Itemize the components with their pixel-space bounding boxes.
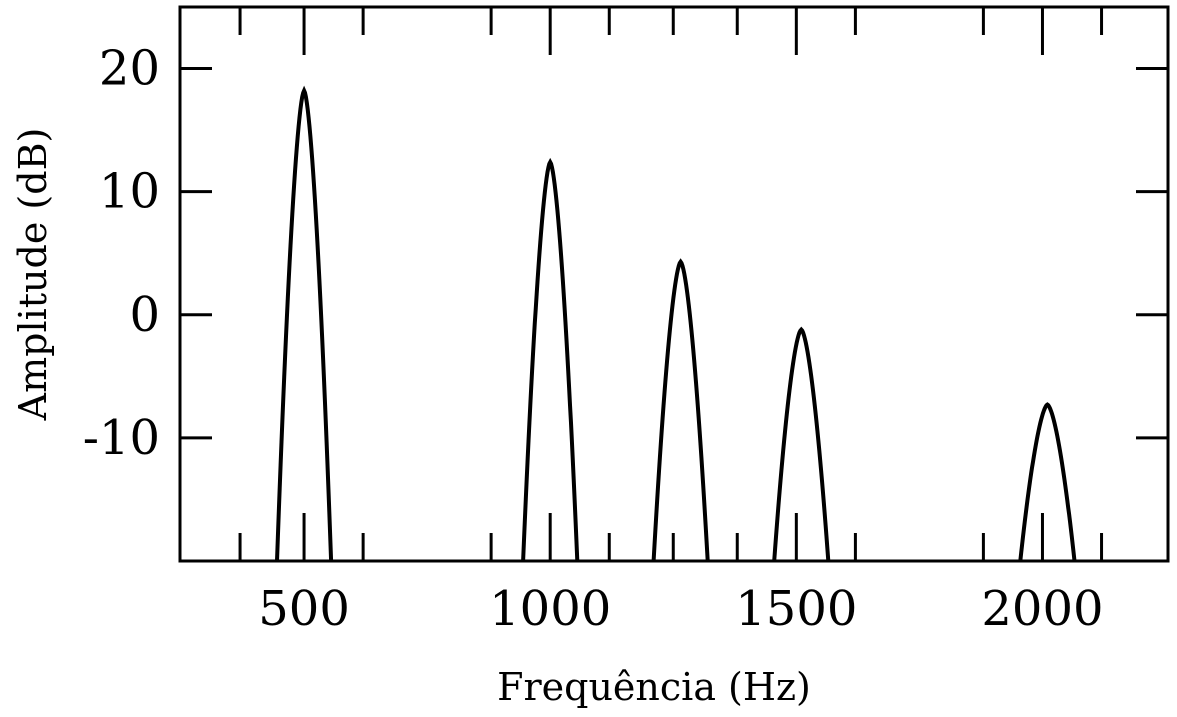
y-tick-label: -10 bbox=[83, 410, 160, 466]
x-axis-title: Frequência (Hz) bbox=[497, 665, 811, 709]
labels-layer: 500 1000 1500 2000 20 10 0 -10 bbox=[83, 41, 1104, 637]
peak-curve bbox=[1018, 402, 1077, 562]
y-tick-label: 10 bbox=[99, 164, 160, 220]
peak-curve bbox=[772, 326, 831, 562]
y-axis-title: Amplitude (dB) bbox=[11, 128, 55, 422]
plot-frame bbox=[178, 5, 1170, 563]
x-tick-label: 500 bbox=[258, 581, 350, 637]
x-tick-label: 1500 bbox=[735, 581, 857, 637]
x-tick-label: 1000 bbox=[489, 581, 611, 637]
curves-layer bbox=[275, 85, 1077, 562]
peak-curve bbox=[521, 157, 580, 562]
y-tick-label: 0 bbox=[129, 287, 160, 343]
peak-curve bbox=[275, 85, 334, 562]
peak-curve bbox=[651, 258, 710, 562]
y-tick-label: 20 bbox=[99, 41, 160, 97]
x-tick-label: 2000 bbox=[981, 581, 1103, 637]
ticks-layer bbox=[180, 7, 1168, 561]
